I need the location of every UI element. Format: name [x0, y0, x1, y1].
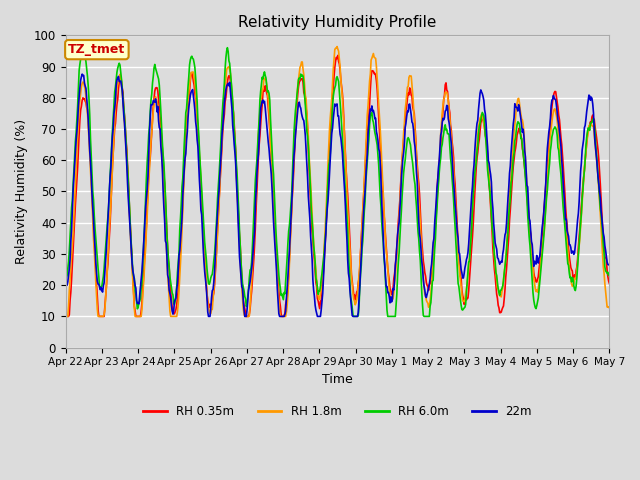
RH 6.0m — [421, 313, 429, 319]
22m — [128, 261, 136, 266]
RH 6.0m — [184, 94, 191, 99]
RH 1.8m — [61, 313, 69, 319]
RH 0.35m — [211, 270, 219, 276]
RH 1.8m — [605, 304, 613, 310]
RH 1.8m — [404, 84, 412, 89]
RH 0.35m — [420, 264, 428, 269]
22m — [213, 221, 221, 227]
X-axis label: Time: Time — [322, 373, 353, 386]
RH 1.8m — [182, 129, 190, 135]
RH 6.0m — [80, 44, 88, 50]
22m — [205, 313, 212, 319]
RH 1.8m — [333, 44, 341, 49]
RH 6.0m — [405, 136, 413, 142]
RH 1.8m — [211, 266, 219, 272]
Text: TZ_tmet: TZ_tmet — [68, 43, 125, 56]
RH 1.8m — [72, 181, 79, 187]
RH 6.0m — [212, 226, 220, 232]
RH 0.35m — [127, 245, 135, 251]
Line: 22m: 22m — [65, 74, 609, 316]
RH 6.0m — [128, 257, 136, 263]
RH 1.8m — [420, 285, 428, 290]
Line: RH 1.8m: RH 1.8m — [65, 47, 609, 316]
22m — [78, 71, 86, 77]
Line: RH 6.0m: RH 6.0m — [65, 47, 609, 316]
Legend: RH 0.35m, RH 1.8m, RH 6.0m, 22m: RH 0.35m, RH 1.8m, RH 6.0m, 22m — [138, 400, 537, 423]
RH 1.8m — [127, 247, 135, 252]
RH 6.0m — [72, 139, 79, 144]
RH 0.35m — [334, 52, 342, 58]
RH 0.35m — [72, 202, 79, 208]
RH 0.35m — [605, 281, 613, 287]
22m — [72, 150, 79, 156]
RH 6.0m — [605, 272, 613, 277]
22m — [184, 129, 191, 134]
RH 6.0m — [350, 313, 358, 319]
22m — [61, 282, 69, 288]
RH 0.35m — [182, 125, 190, 131]
22m — [605, 262, 613, 268]
RH 0.35m — [404, 90, 412, 96]
Title: Relativity Humidity Profile: Relativity Humidity Profile — [238, 15, 436, 30]
22m — [405, 102, 413, 108]
Line: RH 0.35m: RH 0.35m — [65, 55, 609, 316]
RH 6.0m — [61, 279, 69, 285]
RH 0.35m — [61, 313, 69, 319]
Y-axis label: Relativity Humidity (%): Relativity Humidity (%) — [15, 119, 28, 264]
22m — [421, 288, 429, 293]
